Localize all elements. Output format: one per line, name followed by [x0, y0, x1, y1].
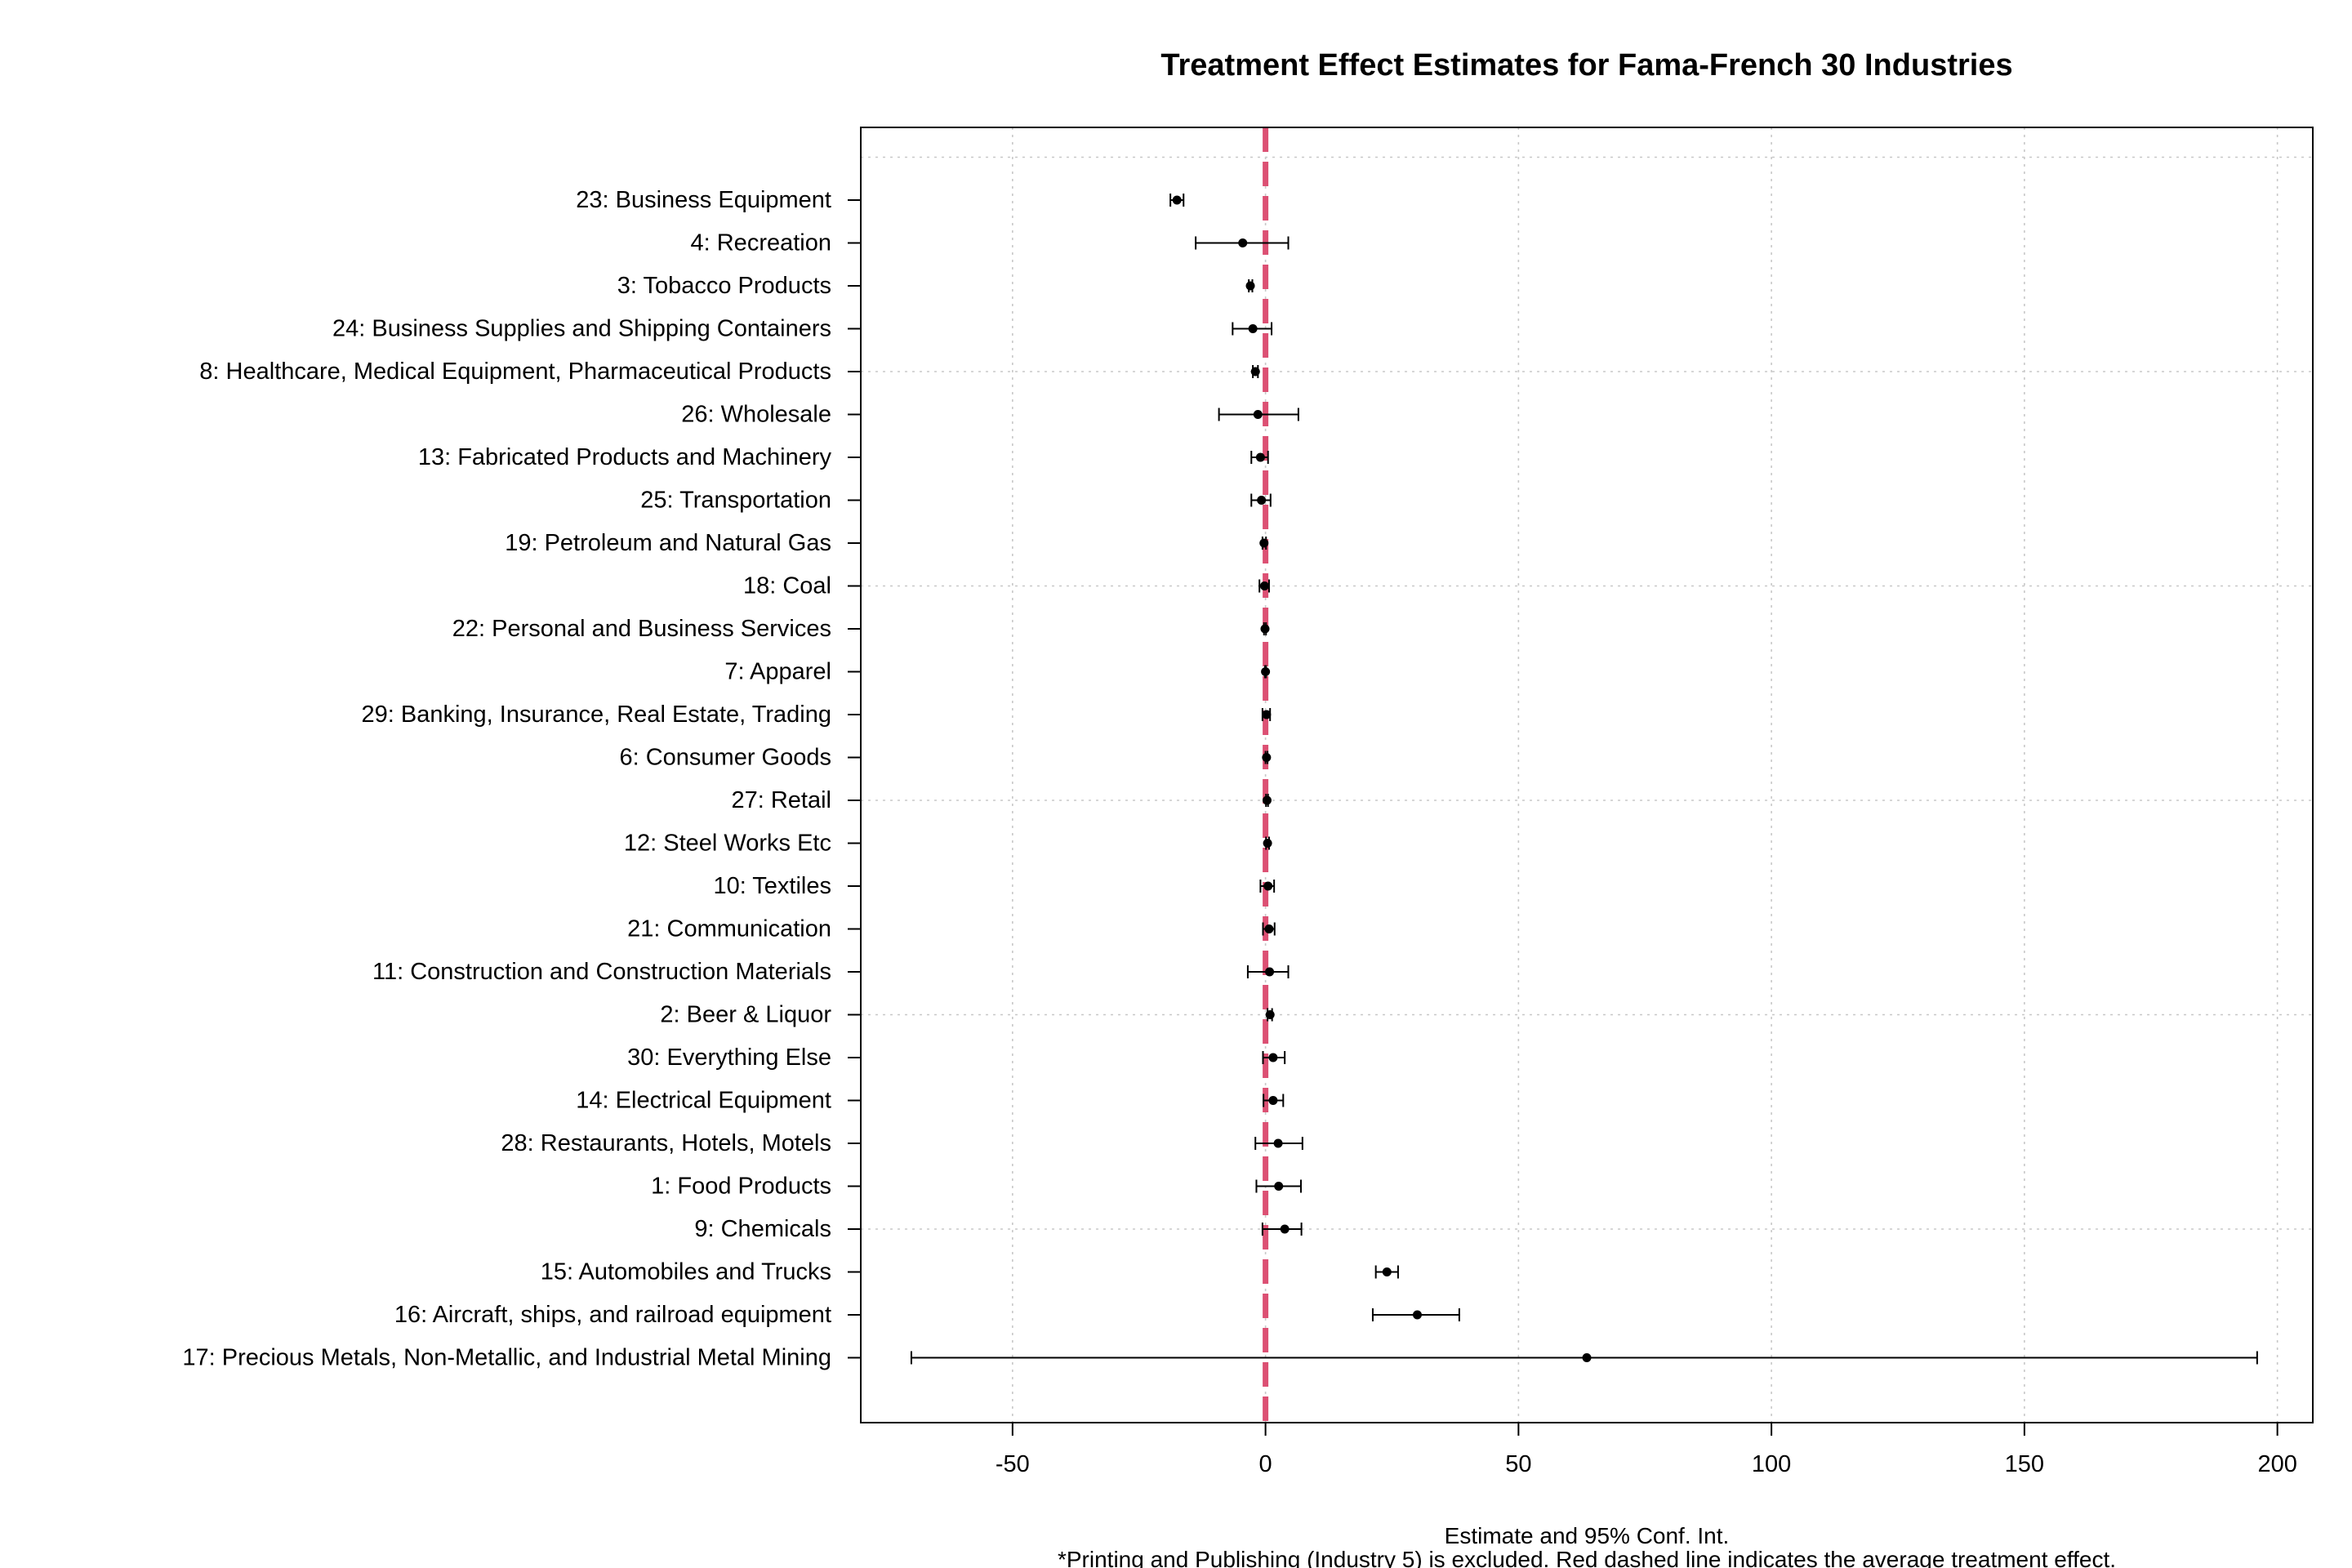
y-tick-label: 15: Automobiles and Trucks [541, 1259, 831, 1285]
plot-frame [860, 127, 2314, 1423]
y-tick-label: 14: Electrical Equipment [576, 1088, 831, 1114]
point-estimate [1582, 1353, 1592, 1362]
point-estimate [1273, 1138, 1283, 1148]
y-tick-label: 2: Beer & Liquor [660, 1002, 831, 1028]
point-estimate [1274, 1182, 1284, 1191]
point-estimate [1259, 581, 1269, 590]
y-tick-label: 28: Restaurants, Hotels, Motels [501, 1130, 831, 1156]
chart-title: Treatment Effect Estimates for Fama-Fren… [1160, 48, 2012, 82]
point-estimate [1172, 195, 1182, 205]
point-estimate [1263, 839, 1272, 848]
point-estimate [1260, 624, 1270, 634]
point-estimate [1412, 1310, 1422, 1320]
x-tick-label: 200 [2257, 1451, 2296, 1477]
y-axis-labels: 23: Business Equipment 4: Recreation 3: To… [182, 187, 831, 1371]
point-estimate [1265, 1010, 1275, 1019]
point-estimate [1262, 753, 1272, 762]
y-tick-label: 10: Textiles [713, 873, 831, 899]
y-tick-label: 4: Recreation [691, 230, 832, 256]
y-tick-label: 17: Precious Metals, Non-Metallic, and I… [182, 1345, 831, 1371]
y-tick-label: 13: Fabricated Products and Machinery [418, 444, 832, 470]
y-tick-label: 6: Consumer Goods [619, 745, 831, 771]
x-tick-label: 0 [1259, 1451, 1272, 1477]
point-estimate [1265, 967, 1275, 977]
y-tick-label: 22: Personal and Business Services [452, 616, 831, 642]
x-tick-label: 100 [1752, 1451, 1791, 1477]
y-tick-label: 9: Chemicals [694, 1216, 831, 1242]
y-tick-label: 23: Business Equipment [576, 187, 831, 213]
chart-footnote: *Printing and Publishing (Industry 5) is… [1058, 1547, 2116, 1568]
confidence-intervals [910, 194, 2258, 1365]
x-axis-tick-labels: -50 0 50 100 150 200 [996, 1451, 2297, 1477]
y-tick-label: 25: Transportation [640, 488, 831, 514]
point-estimate [1250, 367, 1260, 376]
point-estimate [1262, 795, 1272, 805]
y-tick-label: 1: Food Products [651, 1174, 831, 1200]
y-tick-label: 21: Communication [627, 916, 831, 942]
point-estimate [1261, 667, 1271, 676]
point-estimate [1263, 881, 1273, 891]
x-tick-label: -50 [996, 1451, 1030, 1477]
point-estimates [1172, 195, 1592, 1362]
point-estimate [1255, 452, 1265, 462]
point-estimate [1253, 410, 1263, 419]
x-axis-title: Estimate and 95% Conf. Int. [1445, 1523, 1730, 1548]
point-estimate [1259, 538, 1269, 548]
point-estimate [1264, 924, 1274, 933]
y-tick-label: 7: Apparel [724, 659, 831, 685]
point-estimate [1280, 1224, 1290, 1234]
y-tick-label: 26: Wholesale [681, 402, 831, 428]
y-tick-label: 30: Everything Else [627, 1045, 831, 1071]
point-estimate [1268, 1053, 1278, 1062]
y-axis-ticks [848, 199, 861, 1359]
y-tick-label: 18: Coal [743, 573, 831, 599]
y-tick-label: 16: Aircraft, ships, and railroad equipm… [394, 1302, 831, 1328]
y-tick-label: 24: Business Supplies and Shipping Conta… [332, 316, 831, 342]
point-estimate [1248, 324, 1258, 333]
y-tick-label: 29: Banking, Insurance, Real Estate, Tra… [361, 702, 831, 728]
y-tick-label: 11: Construction and Construction Materi… [372, 959, 831, 985]
y-tick-label: 12: Steel Works Etc [624, 831, 831, 857]
grid-lines [861, 127, 2313, 1423]
y-tick-label: 27: Retail [731, 787, 831, 813]
x-tick-label: 50 [1505, 1451, 1531, 1477]
point-estimate [1262, 710, 1272, 719]
point-estimate [1257, 496, 1267, 505]
point-estimate [1382, 1267, 1392, 1276]
x-axis-ticks [1011, 1423, 2278, 1436]
y-tick-label: 8: Healthcare, Medical Equipment, Pharma… [199, 359, 831, 385]
x-tick-label: 150 [2005, 1451, 2044, 1477]
point-estimate [1245, 281, 1255, 291]
point-estimate [1238, 238, 1248, 247]
point-estimate [1268, 1096, 1278, 1105]
y-tick-label: 3: Tobacco Products [617, 273, 831, 299]
y-tick-label: 19: Petroleum and Natural Gas [505, 530, 831, 556]
